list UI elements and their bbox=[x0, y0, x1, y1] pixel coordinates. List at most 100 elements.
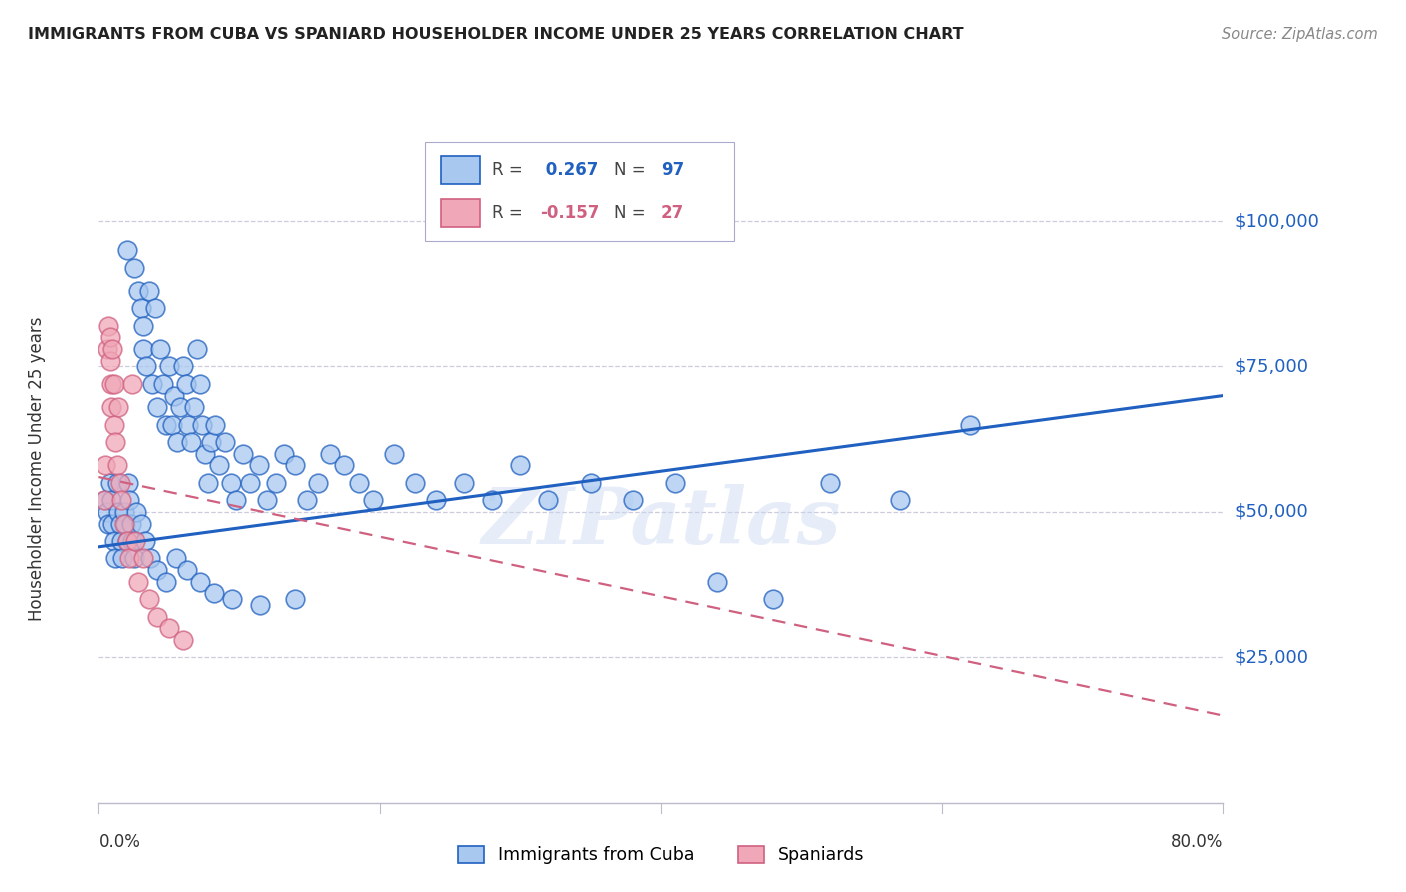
Point bbox=[125, 505, 148, 519]
Point bbox=[264, 475, 287, 490]
Point bbox=[273, 447, 295, 461]
Point bbox=[135, 359, 157, 374]
Point bbox=[177, 417, 200, 432]
Point bbox=[163, 388, 186, 402]
Point bbox=[100, 376, 122, 391]
Point bbox=[404, 475, 426, 490]
Text: ZIPatlas: ZIPatlas bbox=[481, 483, 841, 560]
Point bbox=[115, 534, 138, 549]
Point bbox=[100, 493, 122, 508]
Point bbox=[225, 493, 247, 508]
Point bbox=[121, 534, 143, 549]
Point bbox=[98, 330, 121, 344]
Point bbox=[537, 493, 560, 508]
Text: -0.157: -0.157 bbox=[540, 203, 600, 222]
Point bbox=[124, 534, 146, 549]
Point bbox=[579, 475, 602, 490]
Text: $25,000: $25,000 bbox=[1234, 648, 1309, 666]
Point bbox=[239, 475, 262, 490]
Point bbox=[204, 417, 226, 432]
Point bbox=[139, 551, 162, 566]
Point bbox=[295, 493, 318, 508]
Point bbox=[112, 516, 135, 531]
Point bbox=[284, 592, 307, 607]
FancyBboxPatch shape bbox=[425, 142, 734, 241]
Text: IMMIGRANTS FROM CUBA VS SPANIARD HOUSEHOLDER INCOME UNDER 25 YEARS CORRELATION C: IMMIGRANTS FROM CUBA VS SPANIARD HOUSEHO… bbox=[28, 27, 963, 42]
Point bbox=[256, 493, 278, 508]
Point bbox=[208, 458, 231, 473]
Point bbox=[143, 301, 166, 316]
Text: 80.0%: 80.0% bbox=[1171, 833, 1223, 851]
Point bbox=[160, 417, 183, 432]
Point bbox=[509, 458, 531, 473]
Text: R =: R = bbox=[492, 203, 529, 222]
Point bbox=[122, 260, 145, 275]
Point bbox=[194, 447, 217, 461]
Point bbox=[104, 435, 127, 450]
Point bbox=[122, 551, 145, 566]
Point bbox=[319, 447, 342, 461]
Point bbox=[247, 458, 270, 473]
Point bbox=[149, 342, 172, 356]
Text: 0.267: 0.267 bbox=[540, 161, 599, 179]
Point bbox=[103, 376, 125, 391]
Point bbox=[114, 516, 136, 531]
Point bbox=[127, 284, 149, 298]
Point bbox=[155, 417, 177, 432]
Point bbox=[129, 516, 152, 531]
Point bbox=[110, 493, 132, 508]
Point bbox=[121, 376, 143, 391]
Point bbox=[169, 401, 191, 415]
Text: N =: N = bbox=[613, 161, 651, 179]
Point bbox=[96, 342, 118, 356]
Point bbox=[155, 574, 177, 589]
Text: Source: ZipAtlas.com: Source: ZipAtlas.com bbox=[1222, 27, 1378, 42]
Point bbox=[333, 458, 356, 473]
Point bbox=[108, 516, 131, 531]
Point bbox=[202, 586, 225, 600]
Point bbox=[101, 516, 124, 531]
Point bbox=[107, 401, 129, 415]
Point bbox=[453, 475, 475, 490]
Text: Householder Income Under 25 years: Householder Income Under 25 years bbox=[28, 316, 45, 621]
FancyBboxPatch shape bbox=[441, 199, 479, 227]
Point bbox=[100, 401, 122, 415]
Point bbox=[110, 534, 132, 549]
Text: 27: 27 bbox=[661, 203, 685, 222]
Point bbox=[166, 435, 188, 450]
Point bbox=[129, 301, 152, 316]
Point bbox=[94, 458, 117, 473]
Point bbox=[481, 493, 503, 508]
Point bbox=[425, 493, 447, 508]
Point bbox=[127, 574, 149, 589]
FancyBboxPatch shape bbox=[441, 156, 479, 184]
Point bbox=[101, 342, 124, 356]
Point bbox=[134, 534, 156, 549]
Point bbox=[621, 493, 644, 508]
Text: 97: 97 bbox=[661, 161, 685, 179]
Point bbox=[146, 563, 169, 577]
Point bbox=[132, 551, 155, 566]
Point bbox=[146, 401, 169, 415]
Point bbox=[180, 435, 202, 450]
Point bbox=[115, 534, 138, 549]
Point bbox=[107, 505, 129, 519]
Point bbox=[191, 417, 214, 432]
Point bbox=[382, 447, 405, 461]
Point bbox=[117, 475, 139, 490]
Point bbox=[103, 534, 125, 549]
Point bbox=[98, 475, 121, 490]
Text: $100,000: $100,000 bbox=[1234, 212, 1319, 230]
Point bbox=[959, 417, 981, 432]
Text: $50,000: $50,000 bbox=[1234, 503, 1308, 521]
Point bbox=[141, 376, 163, 391]
Point bbox=[818, 475, 841, 490]
Point bbox=[219, 475, 242, 490]
Point bbox=[104, 551, 127, 566]
Point bbox=[97, 516, 120, 531]
Point bbox=[706, 574, 728, 589]
Point bbox=[221, 592, 243, 607]
Point bbox=[94, 493, 117, 508]
Point bbox=[307, 475, 329, 490]
Point bbox=[165, 551, 187, 566]
